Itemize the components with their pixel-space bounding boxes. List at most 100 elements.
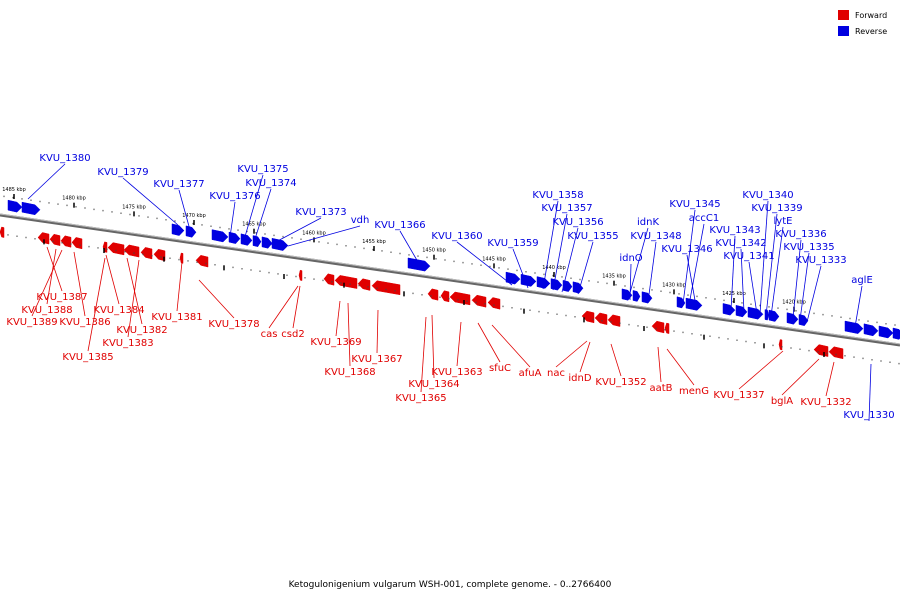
forward-gene-label[interactable]: idnD (568, 373, 591, 384)
forward-gene-arrow[interactable] (427, 288, 439, 301)
forward-gene-label[interactable]: aatB (649, 383, 672, 394)
forward-gene-label[interactable]: KVU_1365 (395, 393, 446, 404)
forward-gene-arrow[interactable] (778, 339, 783, 351)
forward-gene-label[interactable]: KVU_1383 (102, 338, 153, 349)
forward-gene-label[interactable]: KVU_1352 (595, 377, 646, 388)
reverse-gene-arrow[interactable] (171, 223, 185, 236)
reverse-gene-label[interactable]: KVU_1345 (669, 199, 720, 210)
forward-gene-arrow[interactable] (449, 291, 471, 306)
reverse-gene-label[interactable]: KVU_1356 (552, 217, 603, 228)
reverse-gene-arrow[interactable] (892, 327, 900, 340)
reverse-gene-arrow[interactable] (844, 320, 864, 334)
forward-gene-label[interactable]: KVU_1386 (59, 317, 110, 328)
forward-gene-arrow[interactable] (813, 344, 829, 357)
forward-gene-arrow[interactable] (334, 275, 358, 289)
forward-gene-arrow[interactable] (0, 226, 5, 238)
reverse-gene-label[interactable]: KVU_1330 (843, 410, 894, 421)
reverse-gene-arrow[interactable] (786, 312, 799, 325)
forward-gene-arrow[interactable] (594, 312, 608, 325)
forward-gene-label[interactable]: KVU_1337 (713, 390, 764, 401)
reverse-gene-arrow[interactable] (261, 236, 273, 249)
reverse-gene-arrow[interactable] (536, 276, 551, 289)
reverse-gene-arrow[interactable] (878, 325, 894, 339)
reverse-gene-label[interactable]: KVU_1374 (245, 178, 296, 189)
reverse-gene-label[interactable]: KVU_1366 (374, 220, 425, 231)
reverse-gene-label[interactable]: KVU_1373 (295, 207, 346, 218)
forward-gene-label[interactable]: KVU_1332 (800, 397, 851, 408)
reverse-gene-label[interactable]: KVU_1342 (715, 238, 766, 249)
reverse-gene-arrow[interactable] (764, 309, 770, 321)
forward-gene-label[interactable]: KVU_1381 (151, 312, 202, 323)
reverse-gene-label[interactable]: KVU_1376 (209, 191, 260, 202)
forward-gene-arrow[interactable] (153, 248, 166, 262)
forward-gene-label[interactable]: csd2 (281, 329, 304, 340)
reverse-gene-label[interactable]: KVU_1358 (532, 190, 583, 201)
reverse-gene-arrow[interactable] (641, 291, 653, 304)
reverse-gene-arrow[interactable] (228, 231, 241, 244)
forward-gene-label[interactable]: sfuC (489, 363, 511, 374)
reverse-gene-label[interactable]: KVU_1375 (237, 164, 288, 175)
reverse-gene-arrow[interactable] (676, 296, 686, 309)
forward-gene-arrow[interactable] (323, 273, 335, 286)
forward-gene-arrow[interactable] (298, 269, 303, 281)
forward-gene-label[interactable]: KVU_1389 (6, 317, 57, 328)
forward-gene-label[interactable]: KVU_1378 (208, 319, 259, 330)
reverse-gene-arrow[interactable] (685, 297, 703, 311)
forward-gene-label[interactable]: KVU_1388 (21, 305, 72, 316)
reverse-gene-label[interactable]: aglE (851, 275, 873, 286)
reverse-gene-arrow[interactable] (271, 237, 289, 251)
forward-gene-arrow[interactable] (581, 310, 595, 324)
reverse-gene-label[interactable]: KVU_1346 (661, 244, 712, 255)
forward-gene-arrow[interactable] (651, 320, 665, 334)
reverse-gene-label[interactable]: KVU_1341 (723, 251, 774, 262)
forward-gene-label[interactable]: nac (547, 368, 565, 379)
forward-gene-arrow[interactable] (828, 346, 844, 360)
forward-gene-arrow[interactable] (140, 247, 153, 260)
forward-gene-label[interactable]: cas (261, 329, 278, 340)
forward-gene-label[interactable]: bglA (771, 396, 793, 407)
reverse-gene-arrow[interactable] (240, 233, 253, 246)
reverse-gene-label[interactable]: lytE (774, 216, 793, 227)
reverse-gene-label[interactable]: KVU_1355 (567, 231, 618, 242)
reverse-gene-arrow[interactable] (768, 309, 780, 322)
forward-gene-label[interactable]: KVU_1385 (62, 352, 113, 363)
forward-gene-arrow[interactable] (107, 242, 125, 256)
reverse-gene-label[interactable]: KVU_1339 (751, 203, 802, 214)
reverse-gene-label[interactable]: idnO (619, 253, 642, 264)
reverse-gene-arrow[interactable] (407, 257, 431, 272)
reverse-gene-arrow[interactable] (550, 278, 563, 291)
forward-gene-arrow[interactable] (37, 232, 50, 245)
reverse-gene-arrow[interactable] (21, 201, 41, 216)
reverse-gene-label[interactable]: accC1 (689, 213, 719, 224)
forward-gene-label[interactable]: KVU_1387 (36, 292, 87, 303)
reverse-gene-arrow[interactable] (7, 199, 23, 213)
reverse-gene-label[interactable]: KVU_1343 (709, 225, 760, 236)
forward-gene-arrow[interactable] (179, 252, 184, 264)
forward-gene-label[interactable]: KVU_1367 (351, 354, 402, 365)
forward-gene-label[interactable]: menG (679, 386, 709, 397)
forward-gene-label[interactable]: afuA (519, 368, 542, 379)
reverse-gene-arrow[interactable] (798, 314, 809, 326)
forward-gene-arrow[interactable] (71, 237, 83, 250)
forward-gene-arrow[interactable] (664, 322, 670, 334)
forward-gene-arrow[interactable] (195, 255, 209, 268)
forward-gene-arrow[interactable] (607, 314, 621, 327)
reverse-gene-arrow[interactable] (185, 225, 197, 238)
reverse-gene-arrow[interactable] (863, 323, 879, 337)
reverse-gene-label[interactable]: KVU_1340 (742, 190, 793, 201)
forward-gene-arrow[interactable] (371, 280, 401, 296)
forward-gene-arrow[interactable] (471, 294, 487, 308)
reverse-gene-label[interactable]: KVU_1379 (97, 167, 148, 178)
forward-gene-label[interactable]: KVU_1369 (310, 337, 361, 348)
reverse-gene-label[interactable]: vdh (351, 215, 370, 226)
reverse-gene-label[interactable]: KVU_1333 (795, 255, 846, 266)
reverse-gene-label[interactable]: KVU_1336 (775, 229, 826, 240)
reverse-gene-label[interactable]: KVU_1360 (431, 231, 482, 242)
reverse-gene-label[interactable]: KVU_1377 (153, 179, 204, 190)
forward-gene-arrow[interactable] (60, 235, 72, 248)
reverse-gene-arrow[interactable] (722, 303, 736, 316)
reverse-gene-label[interactable]: KVU_1348 (630, 231, 681, 242)
reverse-gene-arrow[interactable] (735, 304, 748, 318)
reverse-gene-label[interactable]: KVU_1357 (541, 203, 592, 214)
forward-gene-arrow[interactable] (49, 233, 61, 246)
